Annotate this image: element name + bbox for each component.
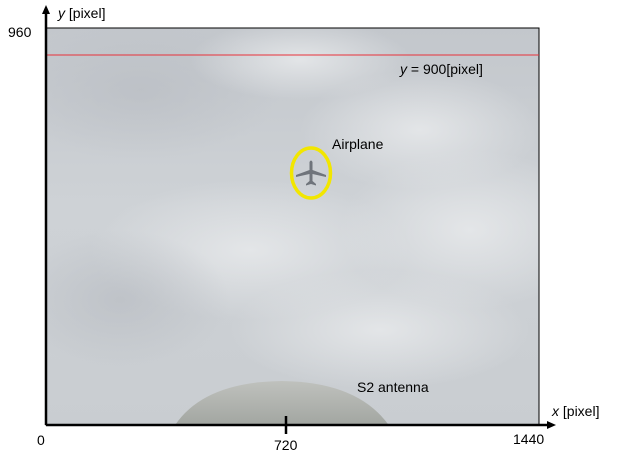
x-tick-label-mid: 720 — [274, 437, 298, 453]
sky-photo — [46, 28, 539, 425]
y-axis-arrow-icon — [42, 5, 50, 14]
x-axis-label-unit: [pixel] — [559, 403, 600, 419]
x-tick-label-left: 0 — [37, 432, 45, 448]
y-axis-label-var: y — [58, 5, 65, 21]
antenna-label: S2 antenna — [357, 379, 429, 395]
antenna-dome — [175, 381, 389, 425]
airplane-highlight — [289, 146, 333, 200]
airplane-icon — [296, 160, 326, 186]
x-axis-label-var: x — [552, 403, 559, 419]
reference-line-label-var: y — [400, 61, 407, 77]
x-axis-arrow-icon — [547, 421, 556, 429]
y-axis-label-unit: [pixel] — [65, 5, 106, 21]
x-tick-label-right: 1440 — [513, 431, 545, 447]
reference-line-label-text: = 900[pixel] — [407, 61, 483, 77]
x-axis-label: x [pixel] — [552, 403, 599, 419]
axes — [42, 5, 556, 434]
airplane-label: Airplane — [332, 136, 384, 152]
reference-line-label: y = 900[pixel] — [400, 61, 483, 77]
y-axis-label: y [pixel] — [58, 5, 105, 21]
y-tick-label-top: 960 — [8, 24, 32, 40]
